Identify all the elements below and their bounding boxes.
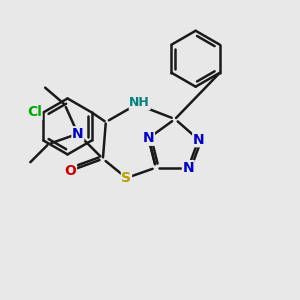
Text: N: N	[72, 127, 84, 141]
Text: N: N	[182, 161, 194, 175]
Text: S: S	[122, 171, 131, 185]
Text: NH: NH	[129, 96, 150, 110]
Text: N: N	[143, 131, 154, 145]
Text: N: N	[193, 133, 204, 147]
Text: Cl: Cl	[27, 106, 42, 119]
Text: O: O	[64, 164, 76, 178]
